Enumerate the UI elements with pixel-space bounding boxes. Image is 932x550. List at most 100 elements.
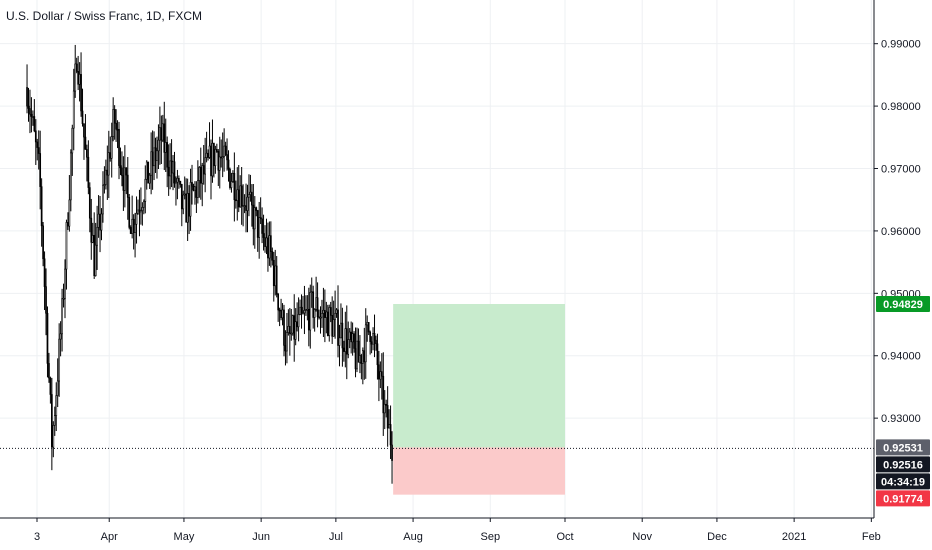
candle bbox=[140, 187, 142, 225]
candle bbox=[159, 106, 161, 165]
candle bbox=[125, 167, 128, 195]
candle bbox=[294, 308, 297, 346]
candle bbox=[331, 296, 334, 344]
candle bbox=[316, 282, 319, 328]
candle bbox=[309, 284, 312, 349]
candle bbox=[343, 340, 345, 362]
candle bbox=[170, 139, 173, 188]
candle bbox=[290, 308, 293, 341]
candle bbox=[226, 138, 228, 171]
candle bbox=[318, 309, 320, 320]
candle bbox=[52, 421, 55, 458]
x-tick-label: Sep bbox=[480, 531, 500, 543]
candle bbox=[345, 305, 348, 380]
candle bbox=[197, 160, 199, 204]
svg-text:0.92531: 0.92531 bbox=[883, 442, 923, 454]
candle bbox=[205, 131, 208, 163]
candle bbox=[182, 190, 185, 215]
candle bbox=[385, 399, 388, 418]
y-tick-label: 0.96000 bbox=[881, 226, 921, 238]
candle bbox=[370, 336, 373, 354]
candle bbox=[51, 377, 53, 471]
candle bbox=[256, 209, 259, 252]
x-tick-label: Feb bbox=[862, 531, 881, 543]
candle bbox=[232, 170, 234, 183]
candle bbox=[237, 164, 240, 213]
candle bbox=[248, 174, 250, 217]
candle bbox=[291, 314, 294, 336]
candle bbox=[180, 183, 183, 227]
candle bbox=[46, 306, 49, 378]
candle bbox=[173, 151, 176, 188]
candle bbox=[148, 172, 151, 190]
candle bbox=[354, 327, 357, 378]
candle bbox=[259, 197, 262, 225]
candle bbox=[138, 189, 141, 237]
candle bbox=[361, 347, 364, 385]
candle bbox=[350, 321, 353, 354]
candle bbox=[246, 184, 249, 233]
candle bbox=[56, 358, 59, 408]
candle bbox=[372, 327, 374, 351]
candle bbox=[363, 327, 366, 380]
candle bbox=[137, 199, 139, 215]
candle bbox=[102, 171, 104, 223]
candle bbox=[223, 128, 225, 172]
candle bbox=[78, 62, 81, 102]
candle bbox=[154, 137, 157, 173]
candle bbox=[192, 183, 195, 192]
candle bbox=[88, 182, 91, 233]
candle bbox=[129, 225, 132, 234]
candle bbox=[252, 183, 255, 246]
price-tag: 0.92531 bbox=[876, 439, 930, 456]
candle bbox=[310, 277, 313, 308]
candle bbox=[278, 307, 281, 327]
candle bbox=[32, 110, 34, 126]
candle bbox=[315, 276, 317, 312]
candle bbox=[83, 123, 85, 160]
candle bbox=[112, 97, 115, 142]
candle bbox=[275, 256, 278, 298]
candle bbox=[324, 289, 326, 343]
candle bbox=[293, 294, 296, 362]
candle bbox=[341, 307, 344, 367]
position-tool[interactable] bbox=[393, 303, 565, 495]
candle bbox=[169, 143, 171, 190]
candle bbox=[115, 109, 117, 142]
loss-zone[interactable] bbox=[393, 447, 565, 495]
candle bbox=[132, 214, 135, 250]
candle bbox=[286, 312, 288, 364]
candle bbox=[156, 136, 158, 179]
candle bbox=[97, 195, 100, 238]
candle bbox=[30, 97, 33, 133]
candle bbox=[45, 268, 47, 336]
candle bbox=[128, 193, 131, 230]
candle bbox=[142, 199, 145, 215]
profit-zone[interactable] bbox=[393, 303, 565, 448]
candle bbox=[202, 144, 205, 185]
candle bbox=[319, 306, 322, 334]
candle bbox=[296, 302, 298, 332]
candle bbox=[299, 299, 301, 316]
candle bbox=[134, 212, 136, 258]
candle bbox=[188, 185, 190, 235]
candle bbox=[135, 196, 138, 244]
candle bbox=[34, 119, 37, 165]
candle bbox=[150, 132, 152, 195]
candle bbox=[100, 208, 103, 241]
candle bbox=[119, 147, 122, 176]
candle bbox=[221, 132, 224, 178]
candle bbox=[240, 167, 243, 225]
candle bbox=[224, 141, 227, 157]
candle bbox=[49, 376, 52, 404]
candle bbox=[359, 335, 361, 374]
candle bbox=[106, 145, 109, 200]
candle bbox=[77, 55, 79, 91]
candle bbox=[353, 331, 355, 353]
candle bbox=[265, 218, 268, 255]
candle bbox=[121, 151, 123, 187]
candle bbox=[373, 314, 376, 358]
candle bbox=[338, 324, 341, 367]
candles bbox=[26, 44, 393, 484]
